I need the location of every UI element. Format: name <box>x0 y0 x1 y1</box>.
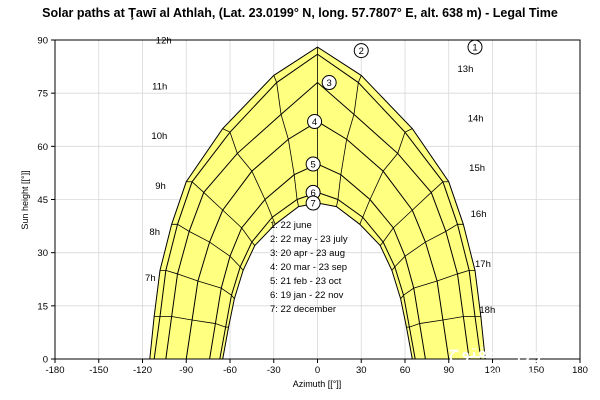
x-tick-label: -120 <box>133 365 152 376</box>
date-marker-label: 4 <box>312 117 317 128</box>
axes: -180 -150 -120 -90 -60 -30 0 30 60 90 120 150 180015… <box>37 36 588 377</box>
date-marker-circle <box>305 156 321 172</box>
date-marker-label: 6 <box>310 188 315 199</box>
hour-label: 17h <box>475 259 491 270</box>
date-marker: 7 <box>305 195 321 211</box>
y-tick-label: 75 <box>37 89 48 100</box>
hour-label: 16h <box>471 209 487 220</box>
hour-label: 8h <box>149 227 160 238</box>
date-marker-label: 2 <box>359 46 364 57</box>
hour-label: 14h <box>468 114 484 125</box>
legend-item: 4: 20 mar - 23 sep <box>270 262 347 273</box>
y-tick-label: 90 <box>37 36 48 47</box>
legend-item: 5: 21 feb - 23 oct <box>270 276 342 287</box>
hour-label: 18h <box>479 305 495 316</box>
date-marker: 3 <box>321 75 337 91</box>
x-tick-label: -60 <box>223 365 237 376</box>
date-marker-circle <box>305 195 321 211</box>
hour-label: 10h <box>151 131 167 142</box>
legend-item: 6: 19 jan - 22 nov <box>270 290 344 301</box>
watermark-text: السوق المفتوح <box>448 339 572 363</box>
date-path-2 <box>153 53 482 360</box>
y-tick-label: 15 <box>37 301 48 312</box>
x-tick-label: 60 <box>400 365 411 376</box>
x-axis-label: Azimuth [[°]] <box>293 379 342 389</box>
legend: 1: 22 june 2: 22 may - 23 july 3: 20 apr -… <box>270 220 348 315</box>
x-tick-label: -180 <box>45 365 64 376</box>
date-marker-label: 3 <box>327 78 332 89</box>
watermark: السوق المفتوح opensooq.com <box>448 339 572 381</box>
hour-label: 7h <box>145 273 156 284</box>
x-tick-label: 120 <box>485 365 501 376</box>
legend-item: 3: 20 apr - 23 aug <box>270 248 345 259</box>
hour-label: 9h <box>155 181 166 192</box>
x-tick-label: -30 <box>267 365 281 376</box>
y-tick-label: 45 <box>37 195 48 206</box>
date-marker-circle <box>321 75 337 91</box>
chart-title: Solar paths at Ţawī al Athlah, (Lat. 23.… <box>42 6 558 20</box>
date-marker-circle <box>307 114 323 130</box>
date-marker: 1 <box>467 39 483 55</box>
date-marker-circle <box>353 43 369 59</box>
x-tick-label: 150 <box>528 365 544 376</box>
date-marker: 5 <box>305 156 321 172</box>
date-marker-label: 5 <box>310 160 315 171</box>
date-path-3 <box>165 81 470 360</box>
date-marker: 2 <box>353 43 369 59</box>
y-tick-label: 60 <box>37 142 48 153</box>
hour-label: 12h <box>156 36 172 47</box>
y-tick-label: 30 <box>37 248 48 259</box>
x-tick-label: -150 <box>89 365 108 376</box>
x-tick-label: 90 <box>443 365 454 376</box>
y-axis-label: Sun height [[°]] <box>20 170 30 229</box>
x-tick-label: 30 <box>356 365 367 376</box>
hour-label: 13h <box>458 64 474 75</box>
watermark-subtext: opensooq.com <box>488 368 569 381</box>
x-tick-label: -90 <box>179 365 193 376</box>
legend-item: 1: 22 june <box>270 220 312 231</box>
legend-item: 2: 22 may - 23 july <box>270 234 348 245</box>
date-marker-label: 1 <box>472 43 477 54</box>
hour-label: 11h <box>152 82 167 93</box>
x-tick-label: 0 <box>315 365 320 376</box>
x-tick-label: 180 <box>572 365 588 376</box>
date-marker-label: 7 <box>310 199 315 210</box>
y-tick-label: 0 <box>43 355 48 366</box>
date-path-1 <box>149 46 486 360</box>
legend-item: 7: 22 december <box>270 304 336 315</box>
date-marker: 4 <box>307 114 323 130</box>
hour-label: 15h <box>469 163 485 174</box>
